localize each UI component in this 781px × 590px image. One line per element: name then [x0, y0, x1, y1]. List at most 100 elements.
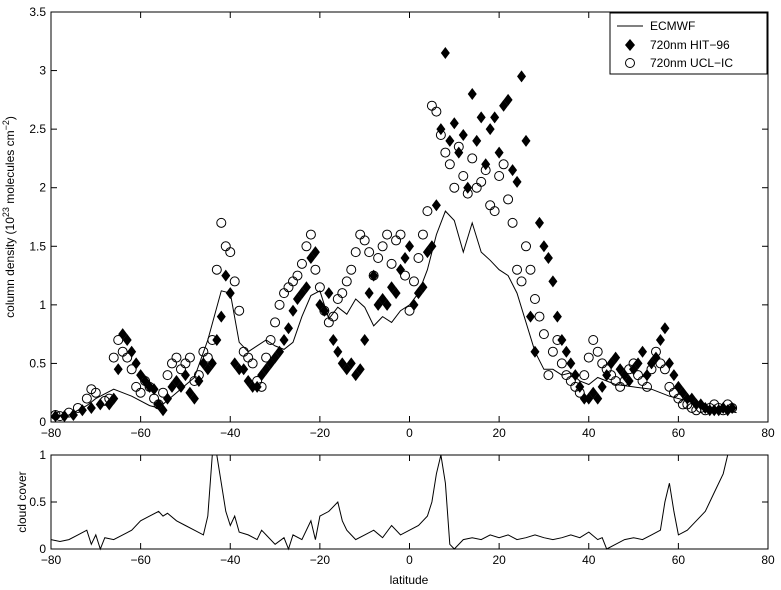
bottom-x-tick-label: 40 [582, 553, 596, 567]
diamond-point [431, 199, 441, 212]
bottom-series-line [50, 454, 737, 551]
diamond-point [530, 345, 540, 358]
circle-point [373, 253, 384, 263]
circle-point [529, 294, 540, 304]
circle-point [458, 171, 469, 181]
circle-point [382, 229, 393, 240]
diamond-point [113, 363, 123, 376]
top-x-tick-label: −60 [130, 426, 151, 440]
legend-label-hit96: 720nm HIT−96 [650, 38, 730, 52]
diamond-point [409, 298, 419, 311]
diamond-point [176, 380, 186, 393]
circle-point [543, 370, 554, 381]
circle-point [328, 311, 339, 322]
diamond-point [225, 287, 235, 300]
bottom-y-ticks: 00.51 [29, 448, 768, 556]
bottom-x-tick-label: 60 [672, 553, 686, 567]
diamond-point [346, 357, 356, 370]
circle-point [377, 241, 388, 252]
bottom-y-tick-label: 0.5 [29, 495, 46, 509]
circle-point [417, 229, 428, 240]
bottom-x-tick-label: −20 [310, 553, 331, 567]
circle-point [113, 335, 124, 345]
legend-circle-sample [625, 58, 635, 68]
circle-point [310, 264, 321, 275]
circle-point [525, 264, 536, 275]
circle-point [319, 305, 330, 316]
top-data-marks [50, 47, 738, 423]
diamond-point [508, 164, 518, 177]
diamond-point [275, 345, 285, 358]
diamond-point [95, 398, 105, 411]
diamond-point [239, 363, 249, 376]
circle-point [471, 182, 482, 193]
top-y-axis-label: column density (1023 molecules cm−2) [1, 116, 17, 318]
diamond-point [436, 123, 446, 136]
circle-point [350, 247, 361, 258]
circle-point [489, 206, 500, 217]
diamond-point [288, 304, 298, 317]
diamond-point [158, 404, 168, 417]
circle-point [650, 346, 661, 357]
circle-point [346, 264, 357, 275]
top-y-tick-label: 1 [39, 298, 46, 312]
top-y-tick-label: 1.5 [29, 239, 46, 253]
diamond-point [669, 369, 679, 382]
circle-point [314, 282, 325, 293]
circle-point [72, 402, 83, 413]
diamond-point [382, 298, 392, 311]
top-y-tick-label: 0.5 [29, 356, 46, 370]
bottom-x-axis-label: latitude [390, 573, 429, 587]
diamond-point [561, 345, 571, 358]
circle-point [592, 346, 603, 357]
top-y-tick-label: 3 [39, 64, 46, 78]
circle-point [81, 393, 92, 404]
circle-point [633, 370, 644, 381]
diamond-point [472, 134, 482, 147]
circle-point [368, 270, 379, 281]
diamond-point [216, 310, 226, 323]
diamond-point [189, 392, 199, 405]
diamond-point [355, 363, 365, 376]
diamond-point [597, 380, 607, 393]
circle-point [274, 299, 285, 310]
circle-point [547, 346, 558, 357]
circle-point [332, 294, 343, 304]
circle-point [359, 235, 370, 246]
legend-box [609, 12, 768, 75]
cloud-cover-panel: −80 −60 −40 −20 0 20 40 60 80 00.51 cloud cover … [15, 448, 775, 587]
top-x-ticks: −80 −60 −40 −20 0 20 40 60 80 [41, 12, 775, 440]
circle-point [659, 364, 670, 375]
diamond-point [463, 181, 473, 194]
diamond-point [449, 117, 459, 130]
circle-point [216, 217, 227, 228]
circle-point [579, 370, 590, 381]
diamond-point [163, 392, 173, 405]
legend-label-ecmwf: ECMWF [650, 19, 695, 33]
circle-point [583, 352, 594, 363]
circle-point [538, 329, 549, 340]
top-y-ticks: 0 0.5 1 1.5 2 2.5 3 3.5 [29, 5, 768, 429]
circle-point [494, 171, 505, 181]
circle-point [135, 387, 146, 398]
diamond-point [485, 123, 495, 136]
circle-point [207, 335, 218, 345]
circle-point [668, 387, 679, 398]
circle-point [54, 411, 65, 422]
circle-point [234, 305, 245, 316]
circle-point [431, 106, 442, 117]
circle-point [534, 311, 545, 322]
diamond-point [301, 281, 311, 294]
circle-point [247, 358, 258, 369]
circle-point [283, 282, 294, 293]
top-y-tick-label: 2.5 [29, 122, 46, 136]
circle-point [404, 305, 415, 316]
circle-point [265, 335, 276, 345]
diamond-point [445, 134, 455, 147]
circle-point [453, 141, 464, 152]
top-series-line [50, 210, 737, 417]
circle-point [637, 376, 648, 386]
diamond-point [539, 240, 549, 253]
circle-point [180, 358, 191, 369]
circle-point [301, 241, 312, 252]
